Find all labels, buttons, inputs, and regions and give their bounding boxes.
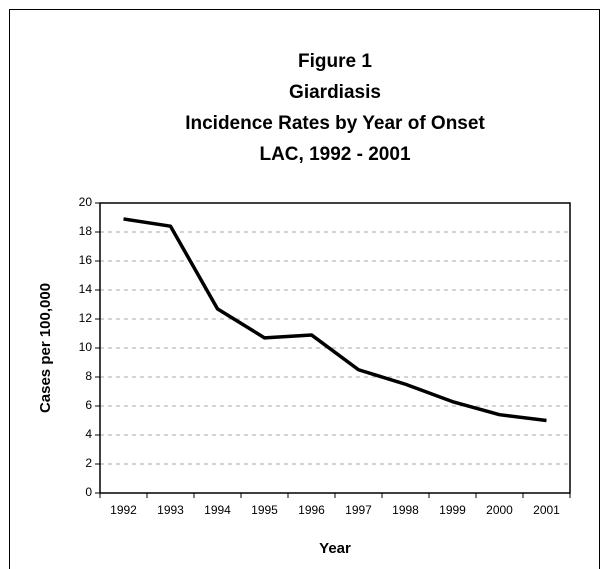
y-tick-label: 14 xyxy=(79,282,93,296)
y-tick-label: 20 xyxy=(79,195,93,209)
chart-title: LAC, 1992 - 2001 xyxy=(259,144,410,165)
x-tick-label: 1994 xyxy=(204,503,231,517)
x-tick-label: 1996 xyxy=(298,503,325,517)
y-tick-label: 16 xyxy=(79,253,93,267)
x-tick-label: 1993 xyxy=(157,503,184,517)
chart-title: Giardiasis xyxy=(289,82,381,103)
y-tick-label: 8 xyxy=(85,369,92,383)
x-tick-label: 1992 xyxy=(110,503,137,517)
chart-title: Incidence Rates by Year of Onset xyxy=(185,113,485,134)
y-tick-label: 0 xyxy=(85,485,92,499)
y-tick-label: 6 xyxy=(85,398,92,412)
x-tick-label: 1999 xyxy=(439,503,466,517)
y-tick-label: 10 xyxy=(79,340,93,354)
y-tick-label: 4 xyxy=(85,427,92,441)
y-axis-label: Cases per 100,000 xyxy=(37,283,54,413)
x-tick-label: 1997 xyxy=(345,503,372,517)
x-tick-label: 1998 xyxy=(392,503,419,517)
line xyxy=(123,217,547,423)
y-tick-label: 2 xyxy=(85,456,92,470)
x-tick-label: 2000 xyxy=(486,503,513,517)
x-tick-label: 1995 xyxy=(251,503,278,517)
y-tick-label: 12 xyxy=(79,311,93,325)
frame xyxy=(9,9,600,569)
x-axis-label: Year xyxy=(319,540,351,557)
chart-title: Figure 1 xyxy=(298,51,372,72)
x-tick-label: 2001 xyxy=(533,503,560,517)
y-tick-label: 18 xyxy=(79,224,93,238)
